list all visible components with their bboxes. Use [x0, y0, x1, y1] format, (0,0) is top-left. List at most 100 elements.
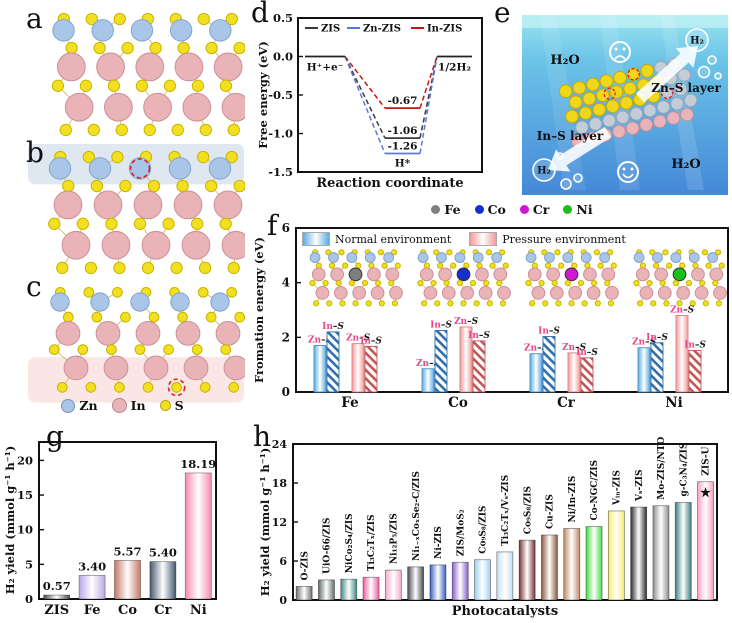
bar-Co-NGC/ZIS [585, 526, 603, 601]
bar-Ti₃C₂Tₓ/Vₛ-ZIS [496, 551, 514, 601]
bar-Co-pressure-InS [472, 340, 486, 393]
svg-text:3.40: 3.40 [78, 559, 106, 573]
bar-Co-normal-InS [434, 330, 448, 393]
bar-Cr-normal-InS [542, 336, 556, 393]
bar-UiO-66/ZIS [318, 579, 335, 601]
svg-text:Ti₃C₂Tₓ/Vₛ-ZIS: Ti₃C₂Tₓ/Vₛ-ZIS [501, 475, 511, 546]
panel-d-energy-diagram: d 0.5 0.0 -0.5 -1.0 -1.5 -1.06 -1.26 -0.67 H⁺+e⁻… [245, 0, 490, 205]
env-legend-item: Pressure environment [469, 232, 626, 246]
svg-text:2: 2 [282, 330, 290, 344]
bar-Ni [184, 472, 212, 600]
svg-text:10: 10 [17, 523, 33, 537]
svg-text:In-ZIS: In-ZIS [427, 24, 462, 35]
svg-text:12: 12 [272, 516, 287, 529]
svg-text:Zn-ZIS: Zn-ZIS [363, 24, 401, 35]
metal-legend-item-Co: Co [474, 202, 506, 217]
bar-NiCo₂S₄/ZIS [340, 578, 358, 601]
panel-g-h2-yield: g 0 5 10 15 20 0.57 ZIS 3.40 Fe 5.57 Co 5.40 Cr 18.19… [0, 420, 245, 623]
svg-text:In–S: In–S [430, 321, 452, 331]
svg-text:6: 6 [279, 555, 287, 568]
svg-text:In–S: In–S [322, 322, 344, 332]
svg-text:Co: Co [448, 395, 468, 411]
svg-text:UiO-66/ZIS: UiO-66/ZIS [323, 518, 333, 574]
panel-label-b: b [26, 136, 44, 169]
s-atom-icon [159, 400, 171, 411]
bar-Cr-pressure-ZnS [567, 352, 581, 393]
svg-text:18: 18 [272, 477, 288, 490]
svg-text:Ni₁₋ₓCoₓSe₂-C/ZIS: Ni₁₋ₓCoₓSe₂-C/ZIS [412, 471, 422, 561]
bar-Co-normal-ZnS [421, 368, 435, 393]
svg-text:15: 15 [17, 488, 33, 502]
svg-text:ZIS-U: ZIS-U [702, 446, 712, 475]
bar-Fe-pressure-ZnS [351, 343, 365, 393]
crystal-structure-c [28, 286, 245, 403]
svg-text:Zn–S: Zn–S [670, 305, 695, 315]
svg-text:Vₛ-ZIS: Vₛ-ZIS [635, 469, 645, 502]
svg-text:O-ZIS: O-ZIS [300, 551, 310, 580]
svg-text:-1.0: -1.0 [268, 127, 293, 141]
env-legend-item: Normal environment [302, 232, 451, 246]
bar-Ni₁₂P₅/ZIS [384, 569, 402, 601]
bar-ZIS [43, 594, 71, 600]
svg-text:0.5: 0.5 [273, 11, 293, 25]
svg-text:In–S layer: In–S layer [537, 129, 604, 143]
svg-text:24: 24 [272, 438, 288, 451]
svg-text:ZIS: ZIS [321, 24, 340, 35]
inset-crystal-Cr [525, 249, 619, 307]
svg-text:Cu-ZIS: Cu-ZIS [546, 494, 556, 529]
in-atom-icon [111, 398, 127, 413]
atom-legend-item-S: S [159, 398, 184, 413]
underwater-schematic: H₂ H₂ H₂O Zn–S layer In–S layer H₂O [522, 15, 728, 195]
svg-text:g-C₃N₄/ZIS: g-C₃N₄/ZIS [679, 443, 689, 497]
svg-text:Fe: Fe [341, 395, 358, 411]
inset-crystal-Co [417, 249, 511, 307]
atom-legend-item-In: In [111, 398, 146, 413]
metal-legend-item-Cr: Cr [519, 202, 549, 217]
svg-text:Fe: Fe [84, 603, 101, 618]
svg-text:Zn–S layer: Zn–S layer [651, 81, 721, 95]
svg-text:Ni₁₂P₅/ZIS: Ni₁₂P₅/ZIS [390, 513, 400, 564]
ni-dot-icon [563, 205, 573, 214]
svg-text:-1.06: -1.06 [388, 125, 418, 137]
h-y-axis-title: H₂ yield (mmol g⁻¹ h⁻¹) [258, 447, 272, 597]
bar-Co₉S₈/ZIS [518, 539, 536, 601]
svg-text:5.57: 5.57 [113, 544, 141, 558]
svg-text:H₂O: H₂O [550, 53, 579, 68]
svg-text:Mo-ZIS/NTO: Mo-ZIS/NTO [657, 437, 667, 500]
svg-text:H⁺+e⁻: H⁺+e⁻ [307, 62, 343, 74]
svg-text:0.0: 0.0 [273, 50, 293, 64]
bar-Fe-normal-ZnS [313, 345, 327, 393]
svg-text:ZIS: ZIS [44, 603, 69, 618]
svg-text:0: 0 [25, 592, 33, 606]
photocatalyst-yield-chart: 0 6 12 18 24 O-ZIS UiO-66/ZIS NiCo₂S₄/ZIS Ti₃C₂T… [272, 437, 718, 607]
atom-legend: Zn In S [0, 398, 245, 413]
svg-text:NiCo₂S₄/ZIS: NiCo₂S₄/ZIS [345, 513, 355, 573]
svg-text:18.19: 18.19 [180, 457, 216, 471]
bar-ZIS-U [697, 481, 714, 601]
co-dot-icon [474, 205, 484, 214]
svg-text:-0.5: -0.5 [268, 88, 293, 102]
bar-Ni-normal-InS [650, 342, 664, 393]
svg-text:Ni/In-ZIS: Ni/In-ZIS [568, 476, 578, 523]
bar-Ni/In-ZIS [563, 528, 581, 601]
svg-text:Zn–S: Zn–S [454, 317, 479, 327]
svg-text:4: 4 [282, 276, 290, 290]
svg-text:In–S: In–S [684, 340, 706, 350]
bar-Cu-ZIS [541, 534, 558, 601]
free-energy-chart: 0.5 0.0 -0.5 -1.0 -1.5 -1.06 -1.26 -0.67 H⁺+e⁻ 1/… [268, 11, 483, 179]
svg-text:Co₉S₈/ZIS: Co₉S₈/ZIS [479, 506, 489, 554]
formation-energy-chart: 0246Zn–SIn–SZn–SIn–SFeZn–SIn–SZn–SIn–SCo… [282, 221, 729, 411]
svg-text:★: ★ [700, 486, 711, 500]
bar-Ti₃C₂Tₓ/ZIS [362, 576, 380, 601]
bar-Ni-ZIS [429, 564, 447, 601]
bar-Cr-pressure-InS [580, 357, 594, 393]
bar-Mo-ZIS/NTO [652, 505, 670, 601]
environment-legend: Normal environment Pressure environment [302, 232, 626, 246]
svg-text:Ni: Ni [665, 395, 682, 411]
svg-text:0.57: 0.57 [43, 579, 71, 593]
bar-Cr [149, 561, 177, 600]
cr-dot-icon [519, 205, 529, 214]
svg-text:-1.5: -1.5 [268, 165, 293, 179]
svg-text:H₂O: H₂O [671, 157, 700, 172]
bar-Vᵢₙ-ZIS [607, 510, 625, 601]
